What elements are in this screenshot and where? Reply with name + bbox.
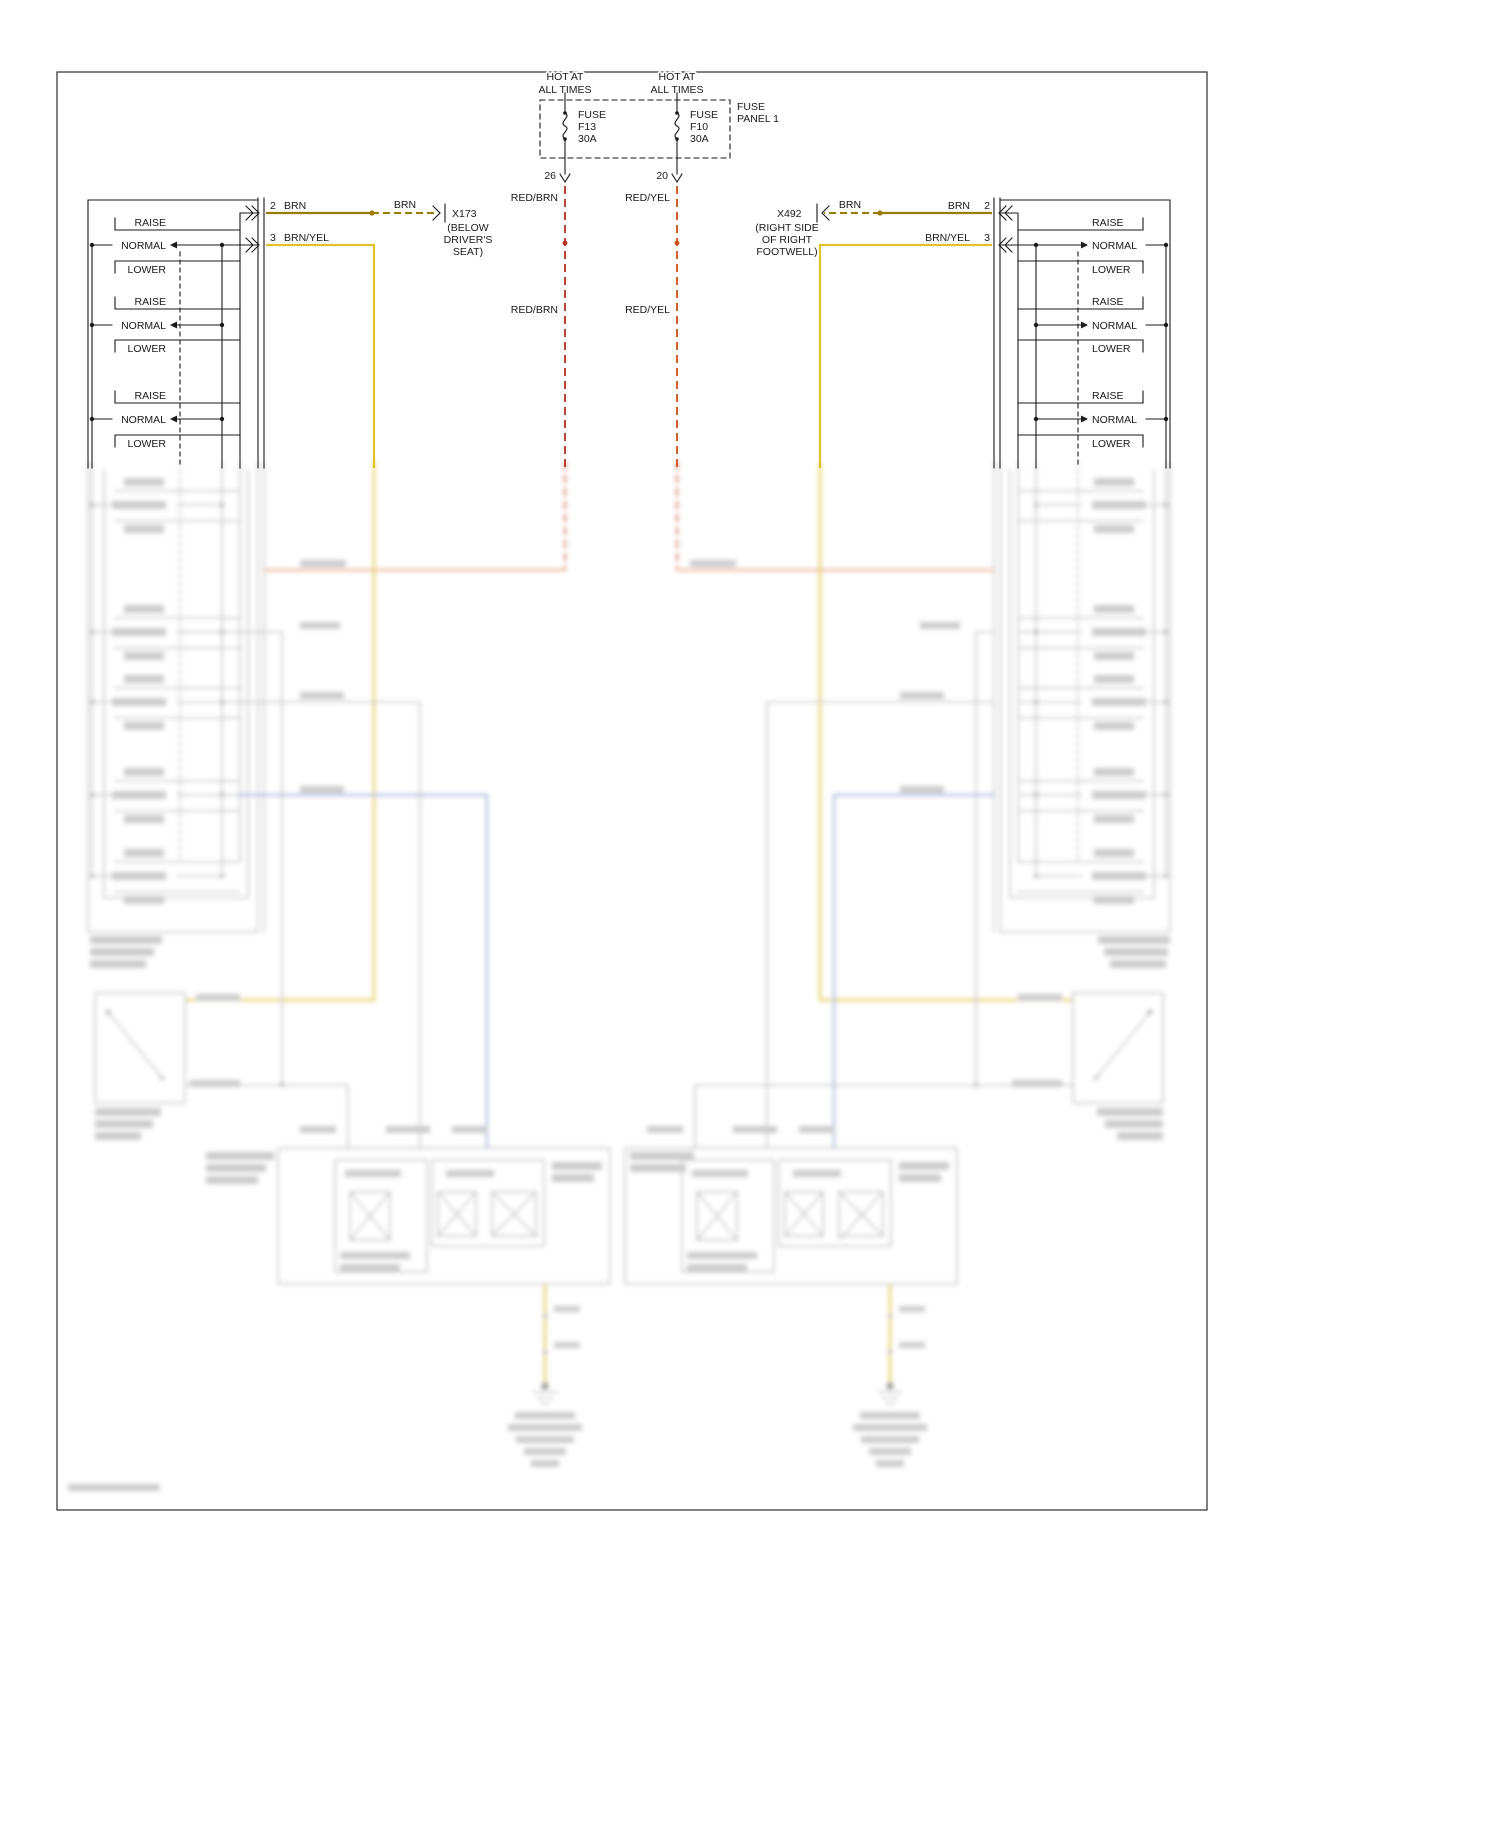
red-brn-wire-label: RED/BRN [511, 192, 558, 204]
left-pin2-number: 2 [270, 200, 276, 212]
right-g1-normal: NORMAL [1092, 240, 1137, 252]
x492-connector-id: X492 [777, 208, 802, 220]
right-g2-lower: LOWER [1092, 343, 1131, 355]
hot-at-label-left-2: ALL TIMES [538, 84, 591, 96]
red-yel-wire-label: RED/YEL [625, 192, 670, 204]
fuse-f10-rating: 30A [690, 133, 709, 145]
left-g1-raise: RAISE [134, 217, 166, 229]
fuse-f13-pin: 26 [544, 170, 556, 182]
left-g2-raise: RAISE [134, 296, 166, 308]
blurred-left-switch-extension [87, 461, 265, 933]
right-switch-group-1: RAISE NORMAL LOWER [999, 216, 1169, 278]
right-switch-group-2: RAISE NORMAL LOWER [1017, 295, 1169, 357]
x173-location-2: DRIVER'S [444, 234, 493, 246]
left-g2-normal: NORMAL [121, 320, 166, 332]
brn-inline-label-left: BRN [394, 199, 416, 211]
brn-inline-label-right: BRN [839, 199, 861, 211]
blurred-bottom-module-left [277, 1147, 611, 1285]
right-g2-raise: RAISE [1092, 296, 1124, 308]
right-g3-raise: RAISE [1092, 390, 1124, 402]
fuse-f10-pin: 20 [656, 170, 668, 182]
blurred-bottom-module-right [624, 1147, 958, 1285]
fuse-f13-id: F13 [578, 121, 596, 133]
left-pin3-wire-label: BRN/YEL [284, 232, 329, 244]
right-switch-box: RAISE NORMAL LOWER RAISE NORMAL LOWER RA… [999, 199, 1171, 469]
left-g2-lower: LOWER [127, 343, 166, 355]
fuse-f10-id: F10 [690, 121, 708, 133]
brn-yel-wire-right [818, 243, 992, 468]
red-yel-wire-label-2: RED/YEL [625, 304, 670, 316]
fuse-f13-name: FUSE [578, 109, 606, 121]
red-yel-splice-dot [674, 240, 680, 246]
left-switch-group-1: RAISE NORMAL LOWER [89, 216, 259, 278]
hot-at-label-left: HOT AT [547, 71, 585, 83]
fuse-panel: HOT AT ALL TIMES HOT AT ALL TIMES FUSE P… [537, 70, 781, 184]
right-g3-normal: NORMAL [1092, 414, 1137, 426]
left-g1-lower: LOWER [127, 264, 166, 276]
fuse-f10-symbol [671, 92, 683, 184]
left-switch-box: RAISE NORMAL LOWER RAISE NORMAL LOWER RA… [87, 199, 259, 469]
blurred-ground-left [532, 1284, 558, 1405]
right-switch-group-3: RAISE NORMAL LOWER [1017, 389, 1169, 452]
left-pin3-number: 3 [270, 232, 276, 244]
x492-location-1: (RIGHT SIDE [755, 222, 818, 234]
x173-location-1: (BELOW [447, 222, 489, 234]
right-g1-raise: RAISE [1092, 217, 1124, 229]
hot-at-label-right: HOT AT [659, 71, 697, 83]
left-switch-group-2: RAISE NORMAL LOWER [89, 295, 241, 357]
feed-wires: RED/BRN RED/BRN RED/YEL RED/YEL [509, 186, 680, 468]
sheet-border [56, 71, 1208, 1511]
left-switch-connector: 2 BRN 3 BRN/YEL BRN X173 (BELOW DRIVER'S… [245, 197, 494, 469]
blurred-right-switch-extension [993, 461, 1171, 933]
hot-at-label-right-2: ALL TIMES [650, 84, 703, 96]
right-pin2-number: 2 [984, 200, 990, 212]
fuse-panel-box [539, 99, 731, 159]
left-g3-lower: LOWER [127, 438, 166, 450]
blurred-text-blobs [68, 478, 1170, 1491]
left-g3-normal: NORMAL [121, 414, 166, 426]
x173-location-3: SEAT) [453, 246, 483, 258]
left-pin2-wire-label: BRN [284, 200, 306, 212]
fuse-f13-symbol [559, 92, 571, 184]
x492-location-2: OF RIGHT [762, 234, 813, 246]
right-pin3-wire-label: BRN/YEL [925, 232, 970, 244]
x173-connector-id: X173 [452, 208, 477, 220]
x492-connector-symbol [816, 203, 830, 223]
fuse-panel-label: FUSE [737, 101, 765, 113]
left-switch-group-3: RAISE NORMAL LOWER [89, 389, 241, 452]
left-g1-normal: NORMAL [121, 240, 166, 252]
right-g3-lower: LOWER [1092, 438, 1131, 450]
right-g2-normal: NORMAL [1092, 320, 1137, 332]
right-switch-connector: 2 BRN 3 BRN/YEL BRN X492 (RIGHT SIDE OF … [754, 197, 1013, 469]
red-brn-splice-dot [562, 240, 568, 246]
blurred-lumbar-switch-left [94, 992, 186, 1104]
blurred-lumbar-switch-right [1072, 992, 1164, 1104]
blurred-diagram-region [68, 461, 1171, 1491]
fuse-f10-name: FUSE [690, 109, 718, 121]
brn-yel-wire-left [266, 243, 376, 468]
x173-connector-symbol [432, 203, 446, 223]
right-g1-lower: LOWER [1092, 264, 1131, 276]
fuse-f13-rating: 30A [578, 133, 597, 145]
x492-location-3: FOOTWELL) [756, 246, 817, 258]
blurred-ground-right [877, 1284, 903, 1405]
blurred-wire-runs [184, 462, 1074, 1149]
red-brn-wire-label-2: RED/BRN [511, 304, 558, 316]
right-pin2-wire-label: BRN [948, 200, 970, 212]
fuse-panel-label-2: PANEL 1 [737, 113, 779, 125]
right-pin3-number: 3 [984, 232, 990, 244]
left-g3-raise: RAISE [134, 390, 166, 402]
